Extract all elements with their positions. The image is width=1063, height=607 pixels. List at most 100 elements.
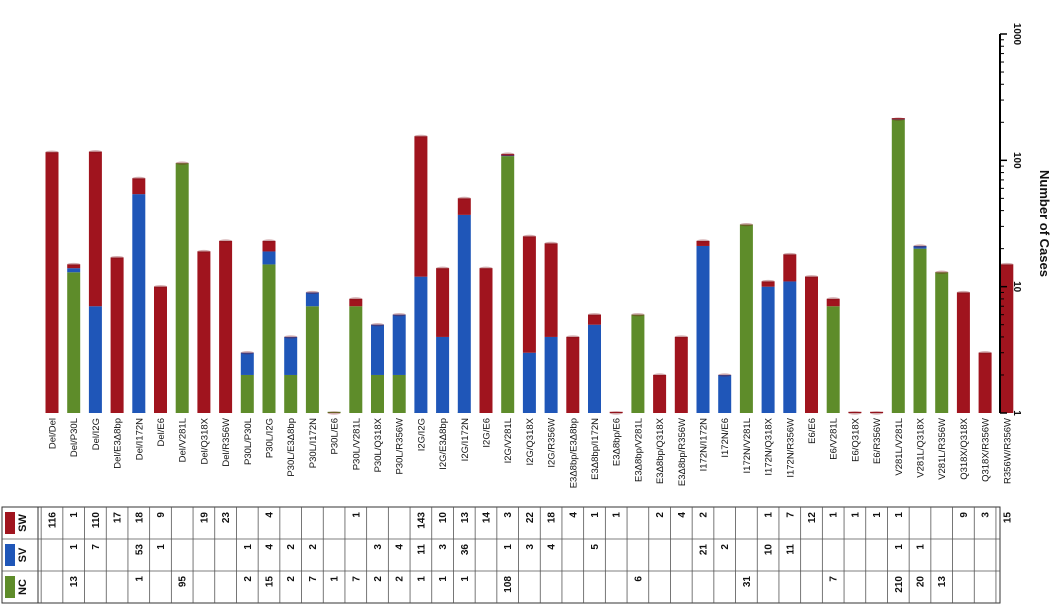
bar-segment-sw <box>132 178 146 195</box>
table-cell: 36 <box>460 544 471 556</box>
category-label: I2G/E3Δ8bp <box>438 418 449 470</box>
category-label: Q318X/R356W <box>981 418 992 482</box>
bar-cap <box>805 275 818 279</box>
bar-segment-sw <box>696 240 710 246</box>
bar-segment-sw <box>848 411 862 413</box>
bar-segment-sv <box>262 251 276 265</box>
bar-segment-sv <box>544 336 558 413</box>
category-label: Del/Del <box>48 418 59 449</box>
bar-cap <box>522 234 536 238</box>
table-cell: 18 <box>547 512 558 524</box>
bar-cap <box>1000 262 1014 267</box>
table-cell: 6 <box>633 576 644 582</box>
legend-swatch-nc <box>5 576 15 598</box>
bar-cap <box>739 222 753 227</box>
table-cell: 1 <box>503 544 514 550</box>
bar-cap <box>110 255 124 260</box>
table-cell: 1 <box>764 512 775 518</box>
bar-cap <box>783 252 797 257</box>
bar-cap <box>848 411 862 415</box>
bar-cap <box>414 134 428 138</box>
category-label: E3Δ8bp/E6 <box>612 418 623 466</box>
bar-segment-sv <box>305 292 319 307</box>
bar-segment-sw <box>436 268 450 337</box>
category-label: I2G/E6 <box>482 418 493 448</box>
bar-cap <box>913 244 927 248</box>
bar-cap <box>175 161 189 165</box>
table-cell: 23 <box>221 512 232 524</box>
table-cell: 1 <box>69 512 80 518</box>
bar-segment-nc <box>284 374 298 413</box>
category-label: I2G/R356W <box>547 418 558 468</box>
table-cell: 1 <box>590 512 601 518</box>
table-cell: 1 <box>894 512 905 518</box>
bar-segment-sw <box>219 240 233 413</box>
table-cell: 2 <box>699 512 710 518</box>
y-tick-label: 1 <box>1011 410 1022 416</box>
bar-cap <box>544 241 558 246</box>
bar-segment-nc <box>501 156 515 414</box>
bar-segment-nc <box>739 224 753 413</box>
category-label: Del/Q318X <box>199 417 210 464</box>
table-cell: 7 <box>785 512 796 518</box>
bars-group <box>45 117 1014 415</box>
bar-cap <box>501 152 515 156</box>
bar-cap <box>761 279 775 284</box>
category-label: P30L/I2G <box>265 418 276 458</box>
table-legend-border <box>1 506 39 604</box>
table-cell: 4 <box>265 512 276 518</box>
table-cell: 3 <box>525 544 536 550</box>
bar-cap <box>674 335 688 339</box>
bar-cap <box>392 313 406 317</box>
bar-cap <box>371 323 384 327</box>
bar-segment-sw <box>761 281 775 287</box>
category-label: I172N/V281L <box>742 418 753 473</box>
bar-cap <box>696 239 710 243</box>
bar-segment-sw <box>1000 264 1014 413</box>
y-axis-title: Number of Cases <box>1037 170 1052 277</box>
category-label: E3Δ8bp/Q318X <box>655 417 666 484</box>
bar-cap <box>132 176 146 180</box>
category-label: E3Δ8bp/E3Δ8bp <box>568 418 579 488</box>
table-cell: 10 <box>764 544 775 556</box>
table-cell: 9 <box>959 512 970 518</box>
bar-cap <box>45 150 59 154</box>
category-label: V281L/Q318X <box>916 417 927 477</box>
bar-segment-sw <box>501 154 515 156</box>
bar-segment-sv <box>371 324 384 375</box>
table-cell: 22 <box>525 512 536 524</box>
bar-segment-sv <box>913 245 927 249</box>
table-cell: 4 <box>568 512 579 518</box>
table-cell: 11 <box>416 544 427 555</box>
bar-segment-nc <box>349 306 363 413</box>
category-label: E3Δ8bp/V281L <box>633 418 644 482</box>
bar-cap <box>891 117 905 121</box>
bar-segment-sw <box>588 314 601 325</box>
bar-segment-sw <box>609 411 623 413</box>
table-cell: 13 <box>69 576 80 588</box>
y-axis: 1 10 100 1000 <box>999 23 1022 416</box>
bar-segment-sw <box>826 298 840 307</box>
bar-segment-sw <box>349 298 363 307</box>
bar-cap <box>653 373 667 377</box>
table-cell: 143 <box>416 512 427 529</box>
bar-segment-nc <box>327 411 341 413</box>
table-cell: 4 <box>547 544 558 550</box>
category-label: I2G/I172N <box>460 418 471 461</box>
category-label: Del/E3Δ8bp <box>113 418 124 469</box>
table-cell: 1 <box>894 544 905 550</box>
bar-cap <box>457 196 471 200</box>
category-label: I2G/I2G <box>416 418 427 451</box>
category-label: V281L/R356W <box>937 418 948 480</box>
bar-segment-nc <box>935 272 949 413</box>
bar-segment-sw <box>956 292 970 413</box>
table-cell: 1 <box>438 576 449 582</box>
table-cell: 1 <box>850 512 861 518</box>
bar-segment-nc <box>826 306 840 413</box>
bar-segment-sv <box>284 336 298 375</box>
table-cell: 95 <box>178 576 189 588</box>
table-cell: 5 <box>590 544 601 550</box>
table-cell: 2 <box>286 576 297 582</box>
category-label: I172N/R356W <box>785 418 796 478</box>
